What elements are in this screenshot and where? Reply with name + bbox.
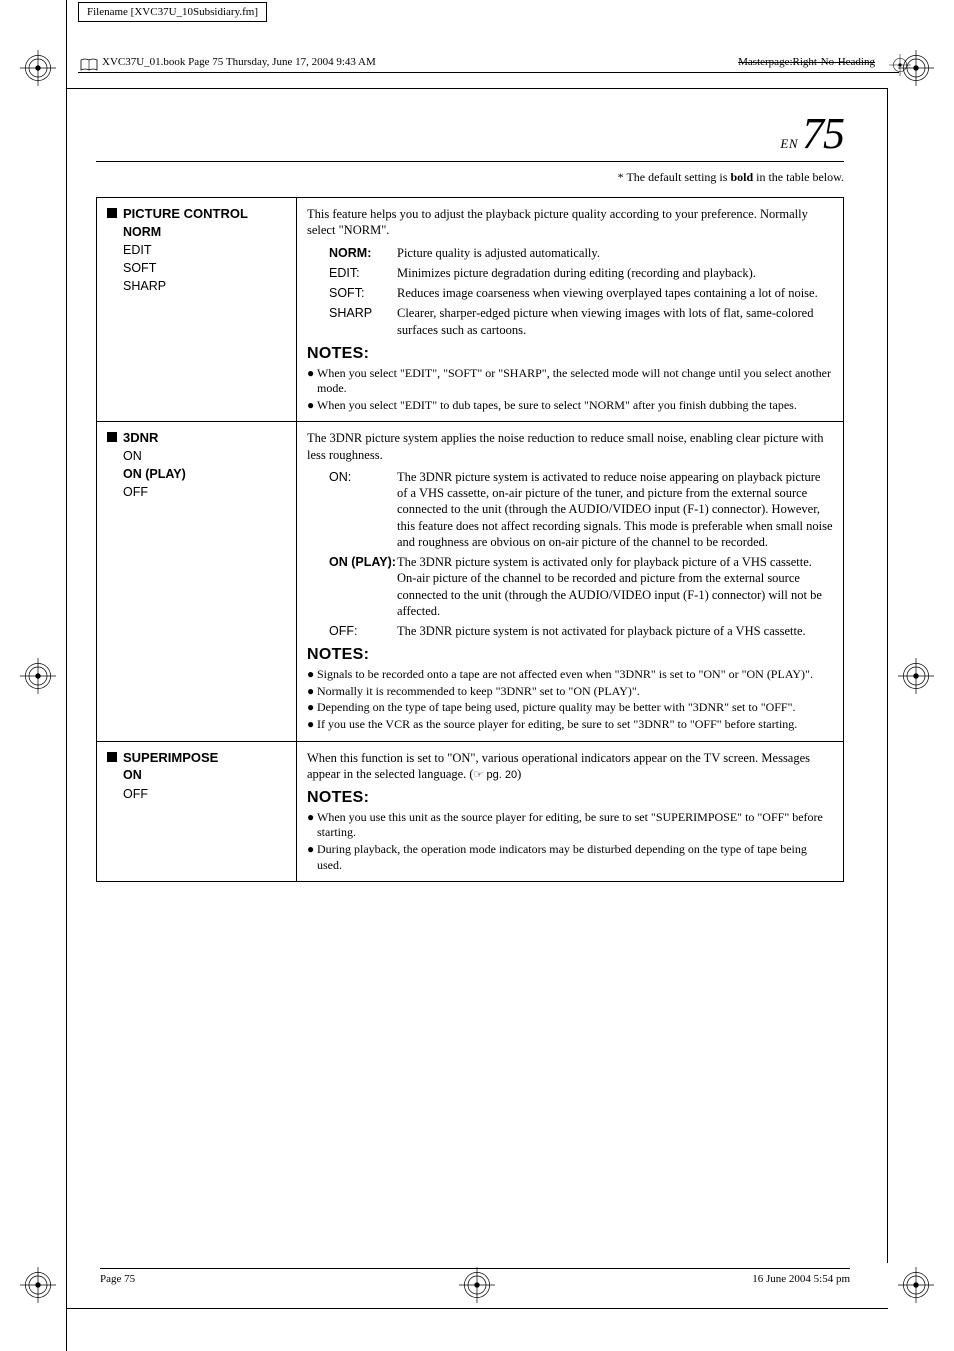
section-title: SUPERIMPOSE xyxy=(107,750,286,767)
def-desc: Minimizes picture degradation during edi… xyxy=(397,265,833,281)
bullet-icon: ● xyxy=(307,810,317,841)
note-text: When you select "EDIT" to dub tapes, be … xyxy=(317,398,833,414)
footer-date: 16 June 2004 5:54 pm xyxy=(752,1273,850,1285)
option-item: OFF xyxy=(123,483,286,501)
bullet-icon: ● xyxy=(307,842,317,873)
reg-mark-icon xyxy=(898,658,934,694)
crop-line xyxy=(66,88,888,89)
option-item: ON (PLAY) xyxy=(123,465,286,483)
note-text: When you use this unit as the source pla… xyxy=(317,810,833,841)
def-term: EDIT: xyxy=(307,265,397,281)
bullet-square-icon xyxy=(107,432,117,442)
page-content: EN75 * The default setting is bold in th… xyxy=(96,108,844,882)
reg-mark-icon xyxy=(20,658,56,694)
def-desc: Reduces image coarseness when viewing ov… xyxy=(397,285,833,301)
book-icon xyxy=(80,58,98,77)
header-bar: XVC37U_01.book Page 75 Thursday, June 17… xyxy=(78,36,899,73)
section-intro: This feature helps you to adjust the pla… xyxy=(307,206,833,239)
def-desc: Picture quality is adjusted automaticall… xyxy=(397,245,833,261)
note-text: Normally it is recommended to keep "3DNR… xyxy=(317,684,833,700)
bullet-icon: ● xyxy=(307,684,317,700)
option-item: SOFT xyxy=(123,259,286,277)
page-footer: Page 75 16 June 2004 5:54 pm xyxy=(100,1268,850,1285)
def-desc: The 3DNR picture system is activated onl… xyxy=(397,554,833,619)
option-list: NORM EDIT SOFT SHARP xyxy=(107,223,286,296)
masterpage-text: Masterpage:Right-No-Heading xyxy=(738,56,875,68)
settings-table: PICTURE CONTROL NORM EDIT SOFT SHARP Thi… xyxy=(96,197,844,882)
crop-line xyxy=(66,1308,888,1309)
def-desc: The 3DNR picture system is not activated… xyxy=(397,623,833,639)
option-item: ON xyxy=(123,447,286,465)
reg-mark-small-icon xyxy=(889,54,911,81)
def-term: ON: xyxy=(307,469,397,550)
filename-text: Filename [XVC37U_10Subsidiary.fm] xyxy=(87,6,258,18)
page-reference: ☞ pg. 20 xyxy=(474,769,518,781)
bullet-square-icon xyxy=(107,208,117,218)
def-desc: Clearer, sharper-edged picture when view… xyxy=(397,305,833,338)
reg-mark-icon xyxy=(20,50,56,86)
reg-mark-icon xyxy=(898,1267,934,1303)
option-item: OFF xyxy=(123,785,286,803)
row-superimpose: SUPERIMPOSE ON OFF When this function is… xyxy=(97,741,844,882)
section-title: PICTURE CONTROL xyxy=(107,206,286,223)
def-term: SHARP xyxy=(307,305,397,338)
option-item: ON xyxy=(123,766,286,784)
section-intro: When this function is set to "ON", vario… xyxy=(307,750,833,783)
reg-mark-icon xyxy=(20,1267,56,1303)
note-text: If you use the VCR as the source player … xyxy=(317,717,833,733)
notes-heading: NOTES: xyxy=(307,645,833,666)
bullet-icon: ● xyxy=(307,717,317,733)
def-term: SOFT: xyxy=(307,285,397,301)
row-picture-control: PICTURE CONTROL NORM EDIT SOFT SHARP Thi… xyxy=(97,198,844,422)
option-item: SHARP xyxy=(123,277,286,295)
page-en-label: EN xyxy=(780,136,798,151)
notes-heading: NOTES: xyxy=(307,344,833,365)
bullet-icon: ● xyxy=(307,366,317,397)
notes-heading: NOTES: xyxy=(307,788,833,809)
option-list: ON OFF xyxy=(107,766,286,802)
row-3dnr: 3DNR ON ON (PLAY) OFF The 3DNR picture s… xyxy=(97,422,844,741)
note-text: When you select "EDIT", "SOFT" or "SHARP… xyxy=(317,366,833,397)
header-left-text: XVC37U_01.book Page 75 Thursday, June 17… xyxy=(102,56,376,68)
note-text: During playback, the operation mode indi… xyxy=(317,842,833,873)
page-number-block: EN75 xyxy=(96,108,844,159)
option-item: NORM xyxy=(123,223,286,241)
def-term: OFF: xyxy=(307,623,397,639)
page-number: 75 xyxy=(798,109,844,158)
note-text: Depending on the type of tape being used… xyxy=(317,700,833,716)
note-text: Signals to be recorded onto a tape are n… xyxy=(317,667,833,683)
filename-box: Filename [XVC37U_10Subsidiary.fm] xyxy=(78,2,267,22)
crop-line xyxy=(66,0,67,1351)
bullet-square-icon xyxy=(107,752,117,762)
def-term: ON (PLAY): xyxy=(307,554,397,619)
section-title: 3DNR xyxy=(107,430,286,447)
option-list: ON ON (PLAY) OFF xyxy=(107,447,286,501)
bullet-icon: ● xyxy=(307,398,317,414)
crop-line xyxy=(887,88,888,1263)
def-term: NORM: xyxy=(307,245,397,261)
option-item: EDIT xyxy=(123,241,286,259)
bullet-icon: ● xyxy=(307,700,317,716)
default-note: * The default setting is bold in the tab… xyxy=(96,170,844,185)
bullet-icon: ● xyxy=(307,667,317,683)
footer-page: Page 75 xyxy=(100,1273,135,1285)
def-desc: The 3DNR picture system is activated to … xyxy=(397,469,833,550)
section-intro: The 3DNR picture system applies the nois… xyxy=(307,430,833,463)
